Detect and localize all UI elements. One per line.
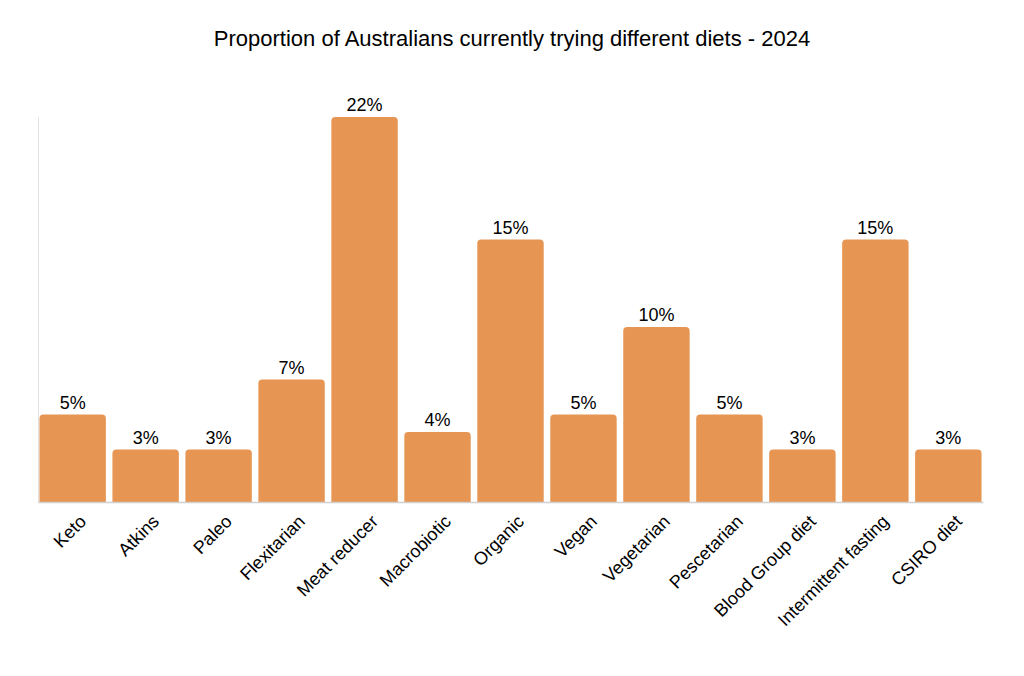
x-tick-label: Atkins <box>114 511 163 560</box>
bar <box>769 450 835 503</box>
x-tick: Meat reducer <box>293 502 382 600</box>
bar <box>258 380 324 503</box>
data-label: 4% <box>425 410 451 430</box>
data-label: 3% <box>789 428 815 448</box>
data-label: 22% <box>347 95 383 115</box>
data-label: 5% <box>716 393 742 413</box>
bar <box>404 432 470 502</box>
y-axis-line <box>38 118 39 503</box>
x-tick: Organic <box>469 502 528 570</box>
x-tick: Vegetarian <box>599 502 674 586</box>
x-axis-line <box>39 502 984 504</box>
x-tick: Vegan <box>551 502 601 562</box>
x-tick: Macrobiotic <box>376 502 455 590</box>
data-label: 5% <box>570 393 596 413</box>
bar <box>477 240 543 503</box>
data-label: 3% <box>206 428 232 448</box>
bar <box>39 415 105 503</box>
y-axis <box>38 118 39 503</box>
data-label: 15% <box>857 218 893 238</box>
data-labels: 5% 3% 3% 7% 22% 4% 15% 5% 10% 5% 3% 15% 3% <box>60 95 962 448</box>
x-tick-label: Vegetarian <box>599 511 674 586</box>
bar <box>842 240 908 503</box>
x-tick-label: Keto <box>50 511 90 551</box>
x-tick-label: Intermittent fasting <box>774 511 893 630</box>
x-tick-label: CSIRO diet <box>887 511 966 590</box>
x-tick-label: Macrobiotic <box>376 511 455 590</box>
data-label: 10% <box>638 305 674 325</box>
bar <box>623 327 689 502</box>
data-label: 3% <box>935 428 961 448</box>
data-label: 3% <box>133 428 159 448</box>
x-tick: CSIRO diet <box>887 502 966 590</box>
x-tick: Paleo <box>189 502 236 558</box>
data-label: 15% <box>492 218 528 238</box>
bar <box>185 450 251 503</box>
x-axis: Keto Atkins PaleoFlexitarianMeat reducerMa… <box>39 502 984 630</box>
title: Proportion of Australians currently tryi… <box>214 26 810 51</box>
x-tick: Keto <box>50 502 90 552</box>
bar <box>550 415 616 503</box>
bar <box>915 450 981 503</box>
x-tick-label: Flexitarian <box>236 511 309 584</box>
bar <box>696 415 762 503</box>
x-tick-label: Pescetarian <box>665 511 746 592</box>
bar <box>331 117 397 502</box>
x-tick: Atkins <box>114 502 163 560</box>
x-tick: Intermittent fasting <box>774 502 893 630</box>
chart: Proportion of Australians currently tryi… <box>0 0 1024 676</box>
x-tick: Flexitarian <box>236 502 309 584</box>
bars <box>39 117 981 502</box>
data-label: 5% <box>60 393 86 413</box>
bar <box>112 450 178 503</box>
data-label: 7% <box>279 358 305 378</box>
x-tick-label: Organic <box>469 511 528 570</box>
x-tick: Pescetarian <box>665 502 746 593</box>
x-tick-label: Paleo <box>189 511 236 558</box>
x-tick-label: Vegan <box>551 511 601 561</box>
x-tick-label: Meat reducer <box>293 511 382 600</box>
